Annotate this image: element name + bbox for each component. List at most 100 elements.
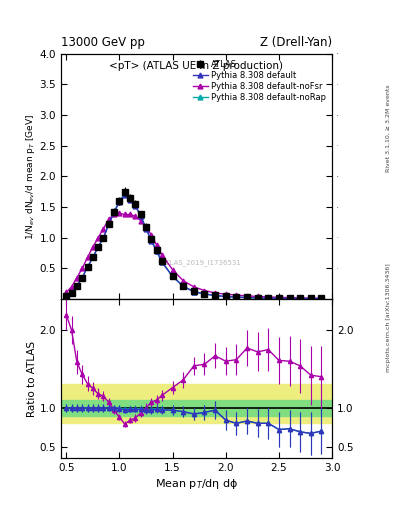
Pythia 8.308 default-noFsr	[319, 295, 324, 302]
Pythia 8.308 default	[287, 295, 292, 302]
Pythia 8.308 default	[202, 291, 207, 297]
Pythia 8.308 default	[96, 244, 101, 250]
Pythia 8.308 default-noRap	[149, 237, 154, 243]
Pythia 8.308 default	[101, 234, 106, 241]
Pythia 8.308 default-noRap	[64, 293, 69, 299]
X-axis label: Mean p$_T$/dη dϕ: Mean p$_T$/dη dϕ	[155, 477, 238, 492]
Pythia 8.308 default-noRap	[138, 212, 143, 219]
Pythia 8.308 default	[80, 274, 84, 281]
Pythia 8.308 default-noFsr	[245, 293, 250, 299]
Pythia 8.308 default	[181, 283, 185, 289]
Bar	[61, 385, 332, 423]
Pythia 8.308 default	[112, 209, 116, 215]
Pythia 8.308 default-noRap	[101, 234, 106, 241]
Pythia 8.308 default-noRap	[223, 293, 228, 300]
Pythia 8.308 default-noFsr	[277, 294, 281, 301]
Pythia 8.308 default	[122, 192, 127, 198]
Pythia 8.308 default	[266, 295, 271, 301]
Pythia 8.308 default-noFsr	[117, 210, 122, 216]
Pythia 8.308 default-noRap	[287, 295, 292, 302]
Pythia 8.308 default-noFsr	[85, 254, 90, 261]
Pythia 8.308 default-noFsr	[154, 242, 159, 248]
Pythia 8.308 default-noFsr	[96, 234, 101, 241]
Pythia 8.308 default-noRap	[202, 291, 207, 297]
Pythia 8.308 default	[160, 259, 164, 265]
Pythia 8.308 default-noFsr	[75, 274, 79, 281]
Legend: ATLAS, Pythia 8.308 default, Pythia 8.308 default-noFsr, Pythia 8.308 default-no: ATLAS, Pythia 8.308 default, Pythia 8.30…	[191, 58, 328, 103]
Pythia 8.308 default-noFsr	[112, 211, 116, 218]
Pythia 8.308 default-noRap	[154, 248, 159, 254]
Pythia 8.308 default	[191, 289, 196, 295]
Pythia 8.308 default-noRap	[160, 259, 164, 265]
Pythia 8.308 default-noFsr	[101, 225, 106, 231]
Pythia 8.308 default	[309, 295, 313, 302]
Pythia 8.308 default	[245, 294, 250, 301]
Pythia 8.308 default-noFsr	[202, 287, 207, 293]
Pythia 8.308 default	[64, 293, 69, 299]
Pythia 8.308 default-noRap	[112, 209, 116, 215]
Bar	[61, 400, 332, 416]
Pythia 8.308 default-noFsr	[255, 293, 260, 300]
Y-axis label: Ratio to ATLAS: Ratio to ATLAS	[27, 340, 37, 417]
Pythia 8.308 default	[319, 295, 324, 302]
Pythia 8.308 default-noFsr	[234, 292, 239, 298]
Pythia 8.308 default-noRap	[107, 221, 111, 227]
Pythia 8.308 default-noRap	[181, 283, 185, 289]
Pythia 8.308 default-noFsr	[69, 284, 74, 290]
Pythia 8.308 default-noFsr	[181, 278, 185, 284]
Pythia 8.308 default	[149, 238, 154, 244]
Pythia 8.308 default-noFsr	[298, 295, 303, 301]
Pythia 8.308 default	[90, 254, 95, 261]
Pythia 8.308 default-noFsr	[133, 213, 138, 219]
Pythia 8.308 default-noRap	[309, 295, 313, 302]
Pythia 8.308 default-noFsr	[213, 290, 217, 296]
Pythia 8.308 default	[138, 213, 143, 219]
Pythia 8.308 default	[298, 295, 303, 302]
Pythia 8.308 default	[128, 197, 132, 203]
Pythia 8.308 default-noFsr	[90, 244, 95, 250]
Pythia 8.308 default	[170, 273, 175, 280]
Pythia 8.308 default-noRap	[298, 295, 303, 302]
Pythia 8.308 default	[143, 225, 148, 231]
Pythia 8.308 default-noRap	[245, 294, 250, 301]
Pythia 8.308 default-noFsr	[107, 216, 111, 222]
Pythia 8.308 default	[154, 248, 159, 254]
Pythia 8.308 default-noRap	[255, 295, 260, 301]
Pythia 8.308 default	[213, 292, 217, 298]
Text: Rivet 3.1.10, ≥ 3.2M events: Rivet 3.1.10, ≥ 3.2M events	[386, 84, 391, 172]
Pythia 8.308 default-noFsr	[266, 294, 271, 300]
Pythia 8.308 default	[133, 203, 138, 209]
Pythia 8.308 default-noRap	[90, 254, 95, 261]
Pythia 8.308 default-noRap	[143, 225, 148, 231]
Pythia 8.308 default-noFsr	[128, 211, 132, 218]
Text: <pT> (ATLAS UE in Z production): <pT> (ATLAS UE in Z production)	[110, 61, 283, 71]
Pythia 8.308 default-noFsr	[80, 265, 84, 271]
Pythia 8.308 default	[69, 290, 74, 296]
Pythia 8.308 default-noRap	[133, 202, 138, 208]
Line: Pythia 8.308 default-noRap: Pythia 8.308 default-noRap	[64, 191, 324, 301]
Pythia 8.308 default	[234, 294, 239, 300]
Pythia 8.308 default-noRap	[191, 289, 196, 295]
Pythia 8.308 default-noRap	[96, 244, 101, 250]
Pythia 8.308 default-noRap	[80, 274, 84, 281]
Pythia 8.308 default	[223, 293, 228, 300]
Line: Pythia 8.308 default: Pythia 8.308 default	[64, 193, 324, 301]
Pythia 8.308 default-noFsr	[149, 231, 154, 238]
Pythia 8.308 default-noRap	[234, 294, 239, 300]
Pythia 8.308 default	[255, 295, 260, 301]
Pythia 8.308 default-noFsr	[160, 252, 164, 258]
Pythia 8.308 default	[277, 295, 281, 302]
Pythia 8.308 default-noFsr	[122, 211, 127, 218]
Text: 13000 GeV pp: 13000 GeV pp	[61, 36, 145, 49]
Pythia 8.308 default-noFsr	[64, 289, 69, 295]
Text: ATLAS_2019_I1736531: ATLAS_2019_I1736531	[162, 259, 242, 266]
Pythia 8.308 default-noRap	[319, 295, 324, 302]
Pythia 8.308 default-noFsr	[191, 284, 196, 290]
Pythia 8.308 default-noFsr	[170, 267, 175, 273]
Y-axis label: 1/N$_{ev}$ dN$_{ev}$/d mean p$_T$ [GeV]: 1/N$_{ev}$ dN$_{ev}$/d mean p$_T$ [GeV]	[24, 113, 37, 240]
Pythia 8.308 default-noRap	[213, 292, 217, 298]
Pythia 8.308 default-noFsr	[223, 291, 228, 297]
Text: mcplots.cern.ch [arXiv:1306.3436]: mcplots.cern.ch [arXiv:1306.3436]	[386, 263, 391, 372]
Line: Pythia 8.308 default-noFsr: Pythia 8.308 default-noFsr	[64, 211, 324, 301]
Pythia 8.308 default-noRap	[85, 264, 90, 270]
